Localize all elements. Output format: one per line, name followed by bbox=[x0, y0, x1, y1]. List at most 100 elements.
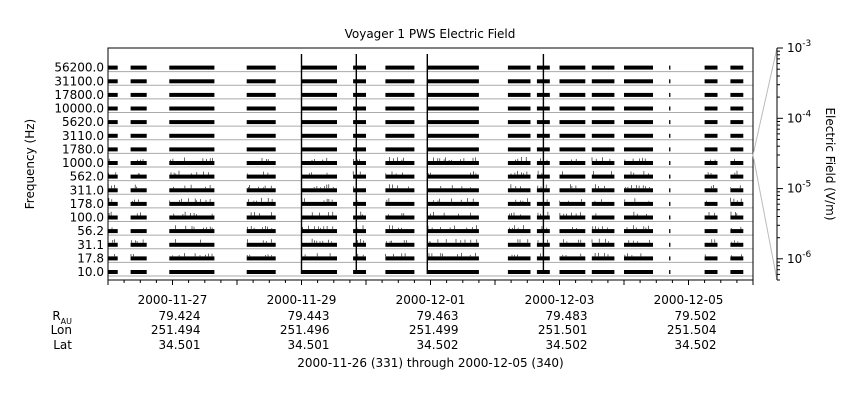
ephemeris-row-label: Lat bbox=[53, 338, 72, 352]
data-block bbox=[353, 120, 366, 125]
data-block bbox=[559, 106, 586, 111]
data-block bbox=[704, 106, 718, 111]
data-block bbox=[427, 65, 479, 70]
data-block bbox=[624, 201, 653, 206]
data-block bbox=[246, 120, 276, 125]
data-block bbox=[730, 201, 744, 206]
data-block bbox=[669, 188, 671, 193]
data-block bbox=[353, 215, 366, 220]
data-block bbox=[108, 79, 118, 84]
data-block bbox=[108, 242, 118, 247]
data-block bbox=[559, 79, 586, 84]
ephemeris-value: 251.494 bbox=[150, 323, 201, 337]
data-block bbox=[591, 201, 615, 206]
y-tick-label: 562.0 bbox=[70, 170, 104, 184]
data-block bbox=[507, 106, 531, 111]
x-tick-label: 2000-11-29 bbox=[267, 293, 337, 307]
data-block bbox=[507, 79, 531, 84]
data-block bbox=[507, 120, 531, 125]
data-block bbox=[669, 147, 671, 152]
data-block bbox=[704, 242, 718, 247]
data-block bbox=[507, 201, 531, 206]
data-block bbox=[169, 79, 215, 84]
data-block bbox=[730, 92, 744, 97]
data-block bbox=[108, 147, 118, 152]
data-block bbox=[559, 133, 586, 138]
data-block bbox=[704, 201, 718, 206]
data-block bbox=[301, 256, 337, 261]
data-block bbox=[507, 65, 531, 70]
data-block bbox=[427, 270, 479, 274]
data-block bbox=[591, 256, 615, 261]
data-block bbox=[427, 133, 479, 138]
x-tick-label: 2000-12-03 bbox=[525, 293, 595, 307]
data-block bbox=[507, 188, 531, 193]
y-tick-label: 1780.0 bbox=[62, 142, 104, 156]
data-block bbox=[427, 106, 479, 111]
ephemeris-value: 34.502 bbox=[545, 338, 588, 352]
data-block bbox=[301, 106, 337, 111]
data-block bbox=[507, 229, 531, 234]
data-block bbox=[108, 106, 118, 111]
data-block bbox=[246, 242, 276, 247]
data-block bbox=[385, 92, 415, 97]
data-block bbox=[427, 161, 479, 165]
ephemeris-value: 34.502 bbox=[674, 338, 717, 352]
data-block bbox=[301, 174, 337, 179]
x-tick-label: 2000-11-27 bbox=[138, 293, 208, 307]
data-block bbox=[559, 120, 586, 125]
ephemeris-value: 251.504 bbox=[666, 323, 717, 337]
data-block bbox=[669, 229, 671, 234]
colorbar: 10-3 10-4 10-5 10-6 bbox=[752, 39, 812, 281]
data-block bbox=[246, 188, 276, 193]
data-block bbox=[385, 147, 415, 152]
data-block bbox=[108, 133, 118, 138]
data-block bbox=[669, 92, 671, 97]
data-block bbox=[353, 270, 366, 274]
data-block bbox=[507, 242, 531, 247]
data-block bbox=[507, 147, 531, 152]
data-block bbox=[624, 188, 653, 193]
ephemeris-value: 79.424 bbox=[158, 309, 201, 323]
data-block bbox=[591, 147, 615, 152]
data-block bbox=[559, 201, 586, 206]
data-block bbox=[591, 188, 615, 193]
data-block bbox=[730, 147, 744, 152]
ephemeris-value: 79.483 bbox=[545, 309, 588, 323]
data-block bbox=[669, 242, 671, 247]
data-block bbox=[246, 215, 276, 220]
data-block bbox=[385, 106, 415, 111]
data-block bbox=[559, 215, 586, 220]
data-block bbox=[353, 174, 366, 179]
data-block bbox=[624, 174, 653, 179]
data-block bbox=[301, 92, 337, 97]
data-block bbox=[730, 174, 744, 179]
data-block bbox=[730, 106, 744, 111]
data-block bbox=[624, 215, 653, 220]
data-block bbox=[169, 92, 215, 97]
data-block bbox=[246, 229, 276, 234]
data-block bbox=[704, 161, 718, 165]
data-block bbox=[427, 120, 479, 125]
data-block bbox=[353, 65, 366, 70]
data-block bbox=[169, 188, 215, 193]
data-block bbox=[108, 270, 118, 274]
data-block bbox=[246, 161, 276, 165]
data-block bbox=[427, 79, 479, 84]
data-block bbox=[507, 270, 531, 274]
data-block bbox=[427, 229, 479, 234]
data-block bbox=[385, 161, 415, 165]
data-block bbox=[353, 256, 366, 261]
data-block bbox=[559, 256, 586, 261]
ephemeris-value: 251.496 bbox=[279, 323, 330, 337]
data-block bbox=[427, 256, 479, 261]
data-block bbox=[730, 79, 744, 84]
data-block bbox=[108, 188, 118, 193]
data-block bbox=[301, 147, 337, 152]
data-block bbox=[301, 215, 337, 220]
y-tick-label: 178.0 bbox=[70, 197, 104, 211]
data-block bbox=[301, 133, 337, 138]
data-block bbox=[108, 229, 118, 234]
data-block bbox=[353, 147, 366, 152]
data-block bbox=[130, 188, 147, 193]
